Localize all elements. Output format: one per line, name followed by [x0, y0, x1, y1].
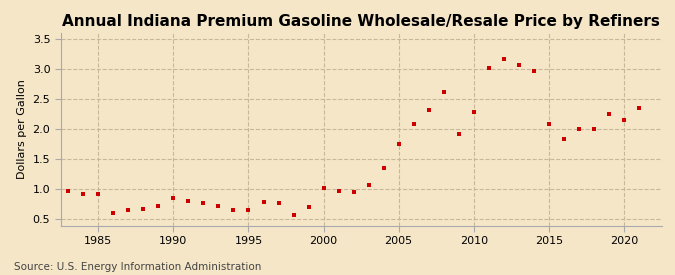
- Text: Source: U.S. Energy Information Administration: Source: U.S. Energy Information Administ…: [14, 262, 261, 272]
- Point: [243, 208, 254, 213]
- Point: [138, 207, 148, 211]
- Point: [543, 122, 554, 126]
- Point: [454, 132, 464, 136]
- Point: [228, 208, 239, 212]
- Point: [634, 106, 645, 110]
- Point: [168, 196, 179, 200]
- Point: [348, 190, 359, 195]
- Point: [303, 205, 314, 210]
- Point: [78, 191, 88, 196]
- Point: [123, 208, 134, 213]
- Point: [363, 183, 374, 187]
- Point: [153, 204, 164, 208]
- Point: [438, 90, 449, 94]
- Point: [408, 122, 419, 126]
- Point: [318, 186, 329, 190]
- Point: [288, 213, 299, 217]
- Title: Annual Indiana Premium Gasoline Wholesale/Resale Price by Refiners: Annual Indiana Premium Gasoline Wholesal…: [62, 14, 660, 29]
- Point: [498, 57, 509, 61]
- Y-axis label: Dollars per Gallon: Dollars per Gallon: [17, 79, 27, 179]
- Point: [603, 112, 614, 116]
- Point: [273, 201, 284, 205]
- Point: [483, 66, 494, 70]
- Point: [514, 63, 524, 67]
- Point: [589, 127, 599, 131]
- Point: [258, 200, 269, 204]
- Point: [394, 141, 404, 146]
- Point: [574, 126, 585, 131]
- Point: [213, 204, 224, 208]
- Point: [93, 191, 104, 196]
- Point: [108, 211, 119, 216]
- Point: [63, 189, 74, 193]
- Point: [468, 110, 479, 115]
- Point: [423, 108, 434, 112]
- Point: [183, 199, 194, 204]
- Point: [618, 118, 629, 122]
- Point: [333, 189, 344, 193]
- Point: [378, 166, 389, 170]
- Point: [198, 201, 209, 205]
- Point: [529, 69, 539, 73]
- Point: [558, 137, 569, 141]
